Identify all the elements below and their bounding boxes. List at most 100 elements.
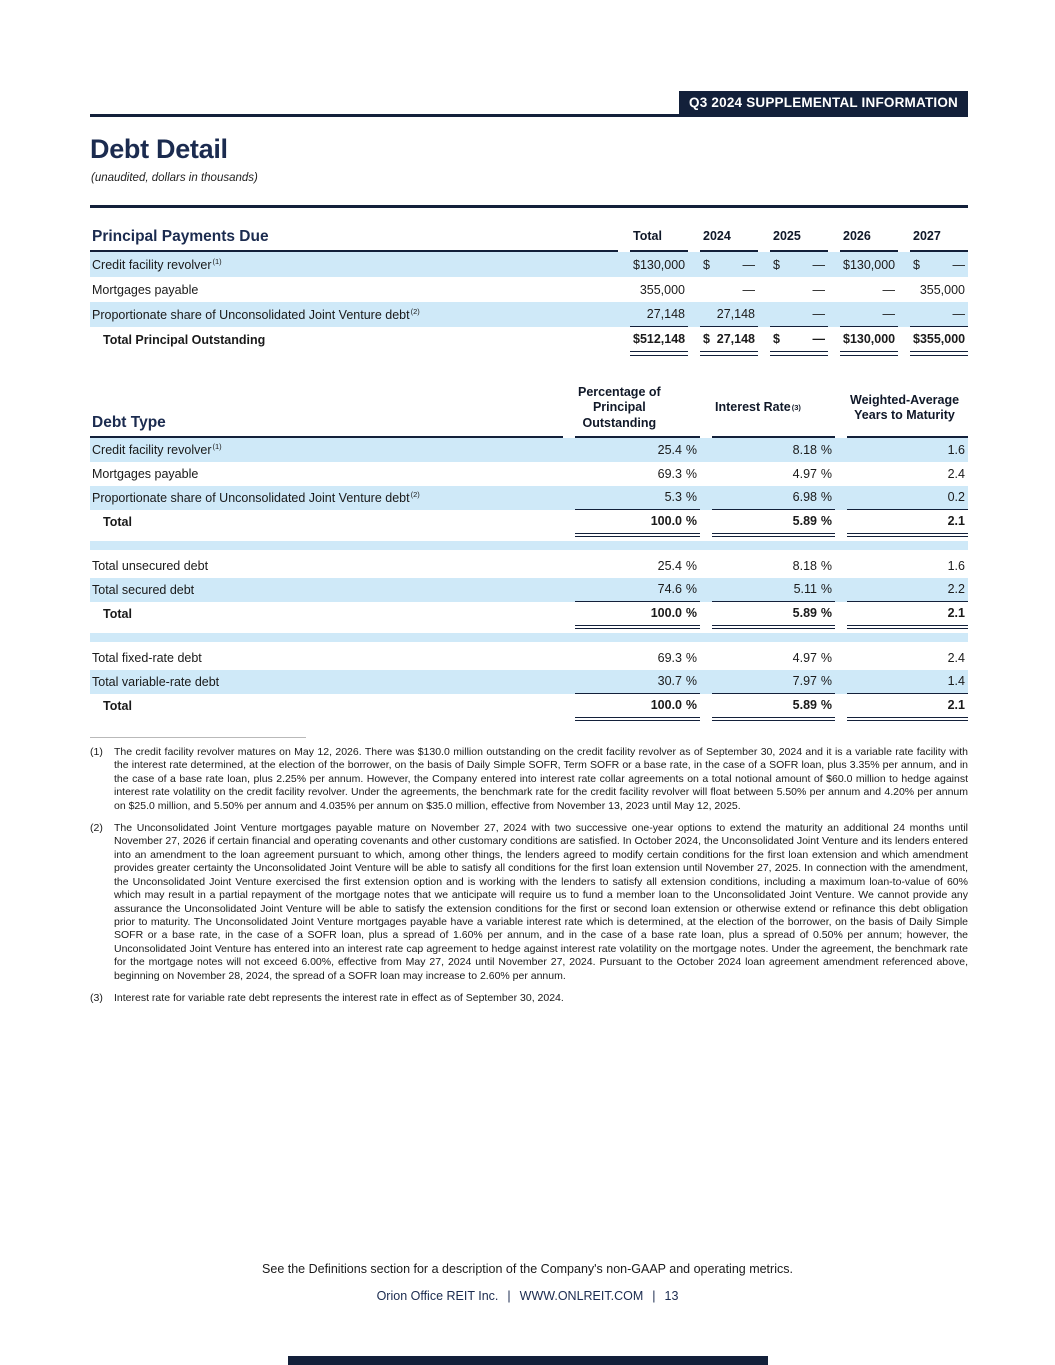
table-row: Credit facility revolver(1) 25.4% 8.18% 1.6 <box>90 437 968 462</box>
percent-sign: % <box>685 582 697 597</box>
cell-value: — <box>812 282 826 297</box>
footnote-ref: (2) <box>410 307 420 316</box>
footnote-text: Interest rate for variable rate debt rep… <box>114 992 564 1005</box>
cell-value: 2.4 <box>947 650 965 665</box>
rate-cell: 4.97% <box>712 646 835 670</box>
cell-value: 2.1 <box>947 514 965 529</box>
rate-cell: 8.18% <box>712 554 835 578</box>
debt-type-body: Credit facility revolver(1) 25.4% 8.18% 1.6… <box>90 437 968 722</box>
row-label: Total <box>103 514 132 529</box>
cell-value: 2.2 <box>947 582 965 597</box>
footnotes: (1) The credit facility revolver matures … <box>90 746 968 1006</box>
table-row: Total unsecured debt 25.4% 8.18% 1.6 <box>90 554 968 578</box>
money-cell: $27,148 <box>700 327 758 356</box>
column-header-percentage-outstanding: Percentage of Principal Outstanding <box>575 385 700 438</box>
footnote-item: (3) Interest rate for variable rate debt … <box>90 992 968 1005</box>
percent-sign: % <box>685 466 697 481</box>
cell-value: 130,000 <box>849 332 896 346</box>
page-content: Principal Payments Due Total 2024 2025 2… <box>90 228 968 1015</box>
section-spacer <box>90 632 968 642</box>
currency-symbol: $ <box>843 257 850 272</box>
table-row: Proportionate share of Unconsolidated Jo… <box>90 302 968 327</box>
years-cell: 2.1 <box>847 602 968 630</box>
cell-value: 2.1 <box>947 698 965 713</box>
principal-payments-header-row: Principal Payments Due Total 2024 2025 2… <box>90 228 968 252</box>
total-row: Total Principal Outstanding $512,148 $27,1… <box>90 327 968 356</box>
table-row: Mortgages payable 355,000 — — — 355,000 <box>90 277 968 302</box>
money-cell: 27,148 <box>700 302 758 327</box>
cell-value: 27,148 <box>716 332 755 346</box>
row-label: Total <box>103 698 132 713</box>
money-cell: — <box>840 277 898 302</box>
percent-sign: % <box>820 674 832 689</box>
cell-value: 130,000 <box>849 257 896 272</box>
percent-sign: % <box>685 558 697 573</box>
row-label: Total fixed-rate debt <box>92 650 202 665</box>
footer-accent-bar <box>287 1356 768 1365</box>
rate-cell: 5.89% <box>712 510 835 538</box>
rate-cell: 6.98% <box>712 486 835 510</box>
page-title: Debt Detail <box>90 134 228 164</box>
percent-sign: % <box>820 606 832 621</box>
percent-cell: 100.0% <box>575 602 700 630</box>
percent-sign: % <box>685 606 697 621</box>
percent-sign: % <box>685 650 697 665</box>
percent-sign: % <box>685 514 697 529</box>
table-row: Total fixed-rate debt 69.3% 4.97% 2.4 <box>90 646 968 670</box>
column-header-total: Total <box>630 228 688 252</box>
table-row: Total variable-rate debt 30.7% 7.97% 1.4 <box>90 669 968 694</box>
cell-value: 355,000 <box>919 332 966 346</box>
cell-value: 69.3 <box>657 650 682 665</box>
cell-value: 2.1 <box>947 606 965 621</box>
cell-value: — <box>952 257 966 272</box>
currency-symbol: $ <box>913 257 920 272</box>
percent-cell: 69.3% <box>575 462 700 486</box>
header-badge: Q3 2024 SUPPLEMENTAL INFORMATION <box>679 91 968 115</box>
rate-cell: 4.97% <box>712 462 835 486</box>
money-cell: — <box>770 302 828 327</box>
interest-rate-label: Interest Rate <box>715 400 791 415</box>
percent-sign: % <box>685 442 697 457</box>
cell-value: 5.89 <box>792 698 817 713</box>
percent-sign: % <box>820 582 832 597</box>
money-cell: 355,000 <box>910 277 968 302</box>
percent-sign: % <box>820 558 832 573</box>
footnote-marker: (3) <box>90 992 103 1005</box>
total-row: Total 100.0% 5.89% 2.1 <box>90 694 968 722</box>
principal-payments-body: Credit facility revolver(1) $130,000 $ — $ — $… <box>90 252 968 356</box>
money-cell: $ — <box>910 252 968 277</box>
footnote-marker: (2) <box>90 821 103 834</box>
years-cell: 1.6 <box>847 554 968 578</box>
money-cell: 355,000 <box>630 277 688 302</box>
footnote-item: (2) The Unconsolidated Joint Venture mort… <box>90 822 968 983</box>
cell-value: 25.4 <box>657 442 682 457</box>
money-cell: — <box>910 302 968 327</box>
cell-value: 7.97 <box>792 674 817 689</box>
percent-sign: % <box>820 698 832 713</box>
cell-value: — <box>812 307 826 321</box>
money-cell: $130,000 <box>840 252 898 277</box>
money-cell: $ — <box>770 252 828 277</box>
table-row: Mortgages payable 69.3% 4.97% 2.4 <box>90 462 968 486</box>
footnote-ref: (3) <box>791 403 801 413</box>
row-label: Credit facility revolver(1) <box>92 257 222 272</box>
section-divider-rule <box>90 205 968 208</box>
footnote-ref: (2) <box>410 490 420 500</box>
row-label: Credit facility revolver(1) <box>92 442 222 458</box>
row-label: Proportionate share of Unconsolidated Jo… <box>92 307 420 322</box>
header-rule <box>90 114 968 117</box>
cell-value: 6.98 <box>792 490 817 505</box>
years-cell: 1.4 <box>847 670 968 694</box>
cell-value: 4.97 <box>792 650 817 665</box>
row-label: Total <box>103 606 132 621</box>
cell-value: 1.6 <box>947 558 965 573</box>
footnote-marker: (1) <box>90 745 103 758</box>
page-number: 13 <box>664 1289 679 1303</box>
column-header-2024: 2024 <box>700 228 758 252</box>
rate-cell: 5.89% <box>712 694 835 722</box>
percent-cell: 74.6% <box>575 578 700 602</box>
percent-sign: % <box>685 698 697 713</box>
cell-value: 355,000 <box>639 282 685 297</box>
years-cell: 2.4 <box>847 462 968 486</box>
page-footer: Orion Office REIT Inc. | WWW.ONLREIT.COM | 1… <box>0 1289 1055 1303</box>
